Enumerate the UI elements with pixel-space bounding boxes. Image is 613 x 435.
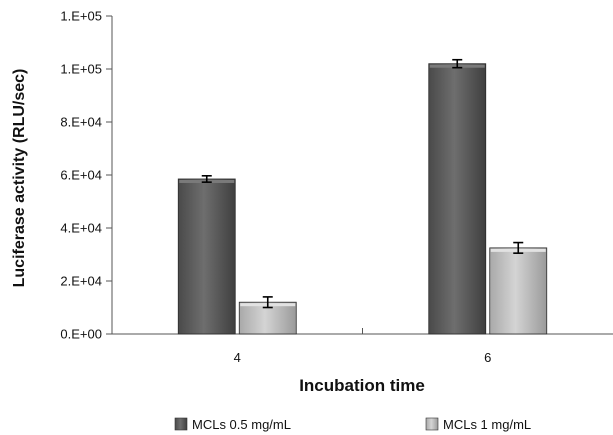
legend-label-1: MCLs 1 mg/mL [443,417,531,432]
y-tick-label-1: 2.E+04 [60,274,102,289]
y-tick-label-5: 1.E+05 [60,62,102,77]
bar-s1-c1 [489,247,548,335]
legend-swatch-0 [174,417,188,431]
legend-label-0: MCLs 0.5 mg/mL [192,417,291,432]
y-tick-label-6: 1.E+05 [60,9,102,24]
y-tick-label-4: 8.E+04 [60,115,102,130]
y-tick-label-0: 0.E+00 [60,327,102,342]
legend-swatch-1 [425,417,439,431]
x-tick-label-0: 4 [234,350,241,365]
y-axis-title: Luciferase activity (RLU/sec) [11,69,28,288]
bar-s0-c1 [428,63,487,335]
bar-s0-c0 [177,178,236,335]
y-tick-label-2: 4.E+04 [60,221,102,236]
x-axis-title: Incubation time [299,376,425,395]
x-tick-label-1: 6 [484,350,491,365]
legend: MCLs 0.5 mg/mL MCLs 1 mg/mL [174,417,531,432]
y-tick-label-3: 6.E+04 [60,168,102,183]
